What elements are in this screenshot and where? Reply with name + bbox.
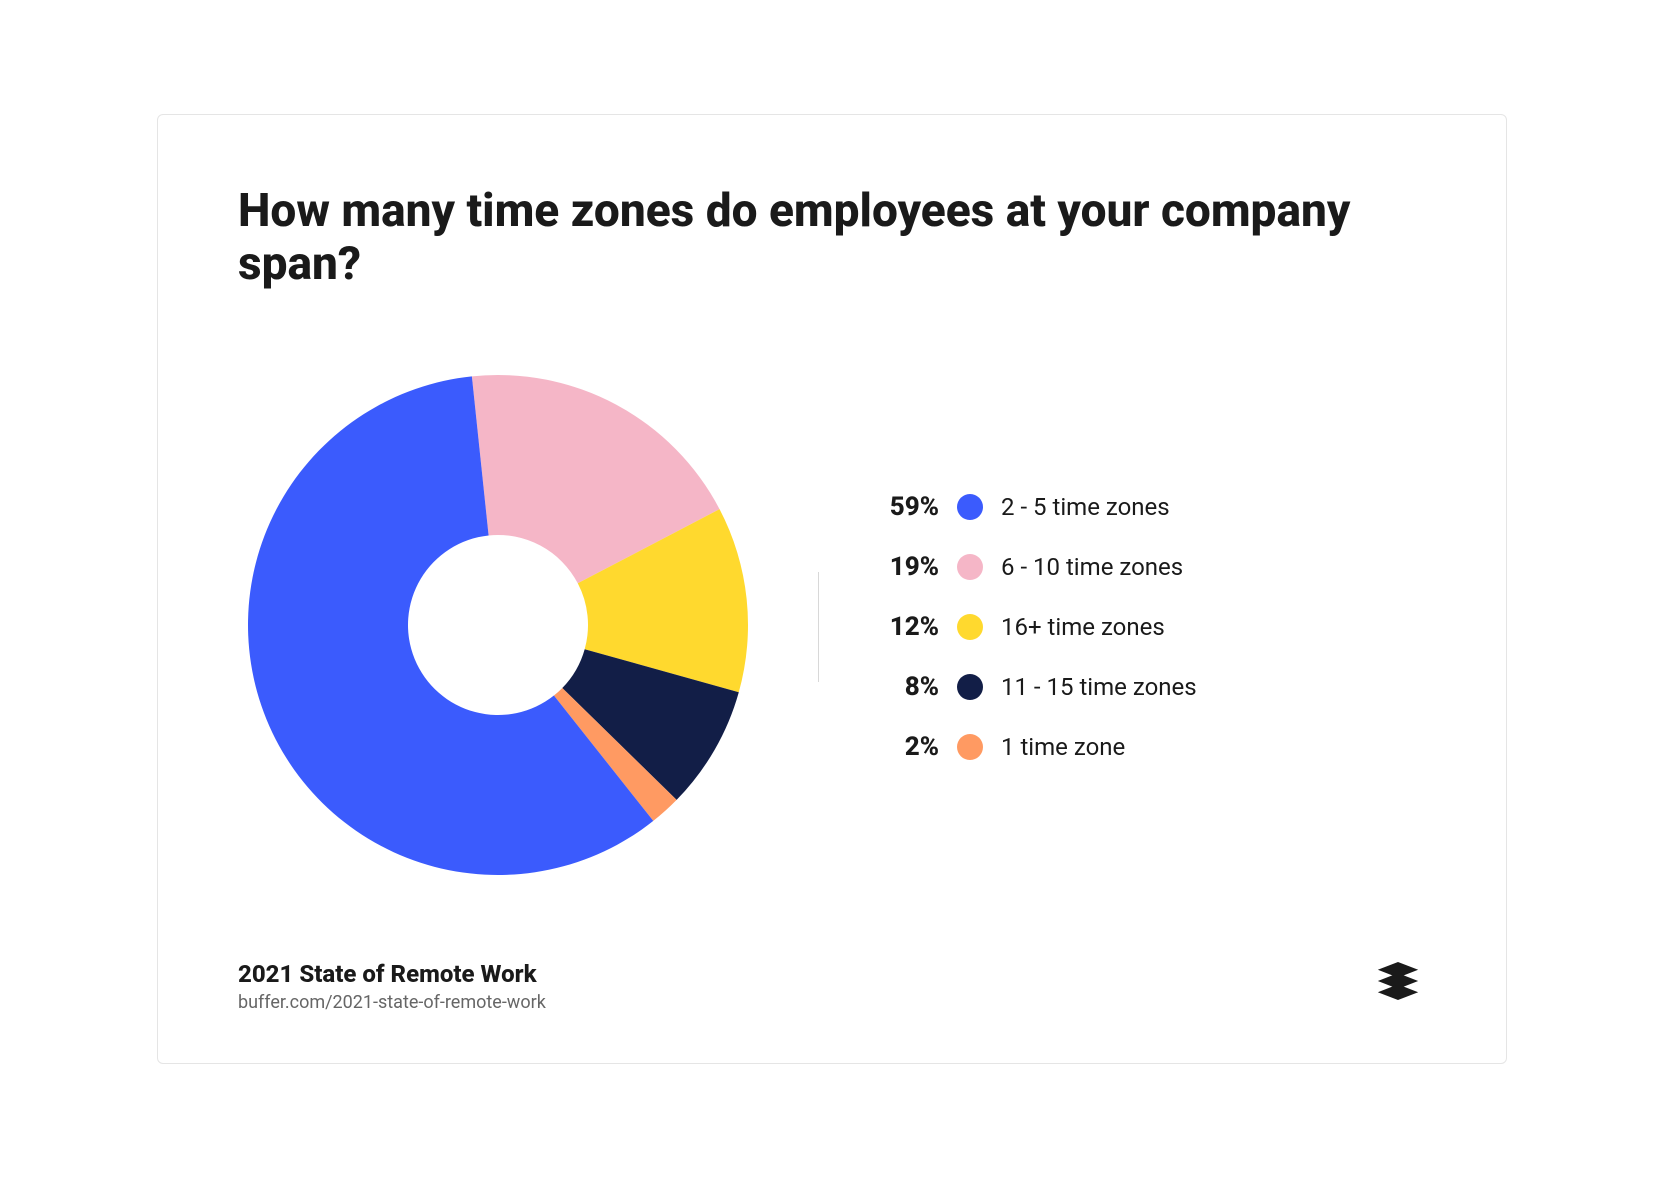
legend-label: 2 - 5 time zones xyxy=(1001,493,1170,521)
legend-row: 12% 16+ time zones xyxy=(859,612,1197,642)
legend-row: 8% 11 - 15 time zones xyxy=(859,672,1197,702)
legend-swatch-icon xyxy=(957,674,983,700)
legend-row: 59% 2 - 5 time zones xyxy=(859,492,1197,522)
footer: 2021 State of Remote Work buffer.com/202… xyxy=(238,953,1426,1013)
legend-percentage: 19% xyxy=(859,552,939,582)
legend-row: 2% 1 time zone xyxy=(859,732,1197,762)
legend-swatch-icon xyxy=(957,734,983,760)
buffer-logo-icon xyxy=(1370,953,1426,1013)
legend-percentage: 59% xyxy=(859,492,939,522)
donut-chart xyxy=(238,365,758,889)
legend-wrap: 59%2 - 5 time zones19%6 - 10 time zones1… xyxy=(818,492,1426,762)
legend-swatch-icon xyxy=(957,614,983,640)
legend: 59%2 - 5 time zones19%6 - 10 time zones1… xyxy=(859,492,1197,762)
legend-swatch-icon xyxy=(957,494,983,520)
legend-label: 1 time zone xyxy=(1001,733,1125,761)
footer-title: 2021 State of Remote Work xyxy=(238,960,546,988)
legend-label: 11 - 15 time zones xyxy=(1001,673,1197,701)
legend-percentage: 8% xyxy=(859,672,939,702)
legend-percentage: 2% xyxy=(859,732,939,762)
chart-card: How many time zones do employees at your… xyxy=(157,114,1507,1064)
legend-swatch-icon xyxy=(957,554,983,580)
footer-left: 2021 State of Remote Work buffer.com/202… xyxy=(238,960,546,1013)
donut-svg xyxy=(238,365,758,885)
legend-row: 19% 6 - 10 time zones xyxy=(859,552,1197,582)
chart-title: How many time zones do employees at your… xyxy=(238,185,1426,291)
legend-label: 16+ time zones xyxy=(1001,613,1165,641)
chart-area: 59%2 - 5 time zones19%6 - 10 time zones1… xyxy=(238,321,1426,933)
footer-subtitle: buffer.com/2021-state-of-remote-work xyxy=(238,992,546,1013)
legend-label: 6 - 10 time zones xyxy=(1001,553,1183,581)
logo-layer xyxy=(1378,984,1418,1000)
legend-divider xyxy=(818,572,819,682)
legend-percentage: 12% xyxy=(859,612,939,642)
